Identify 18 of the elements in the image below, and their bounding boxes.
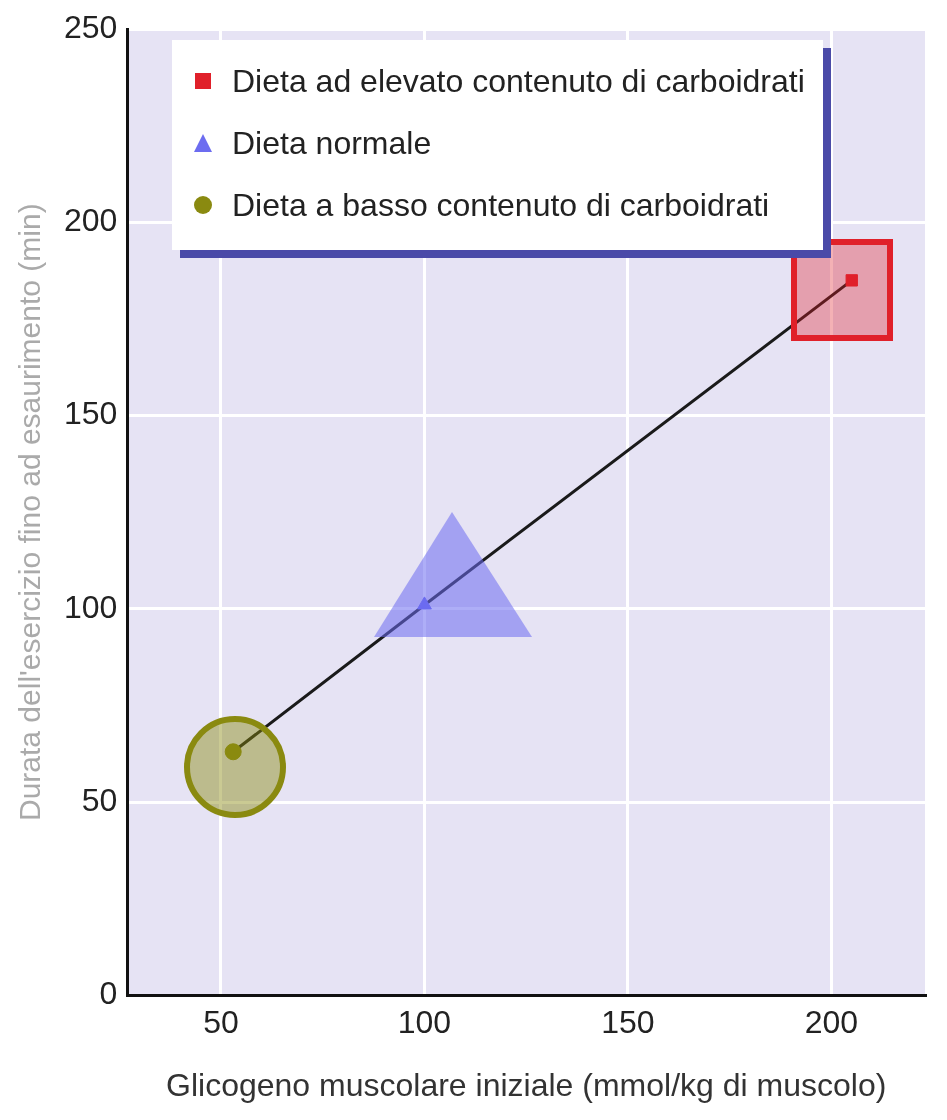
x-tick-label: 50 <box>203 1004 239 1041</box>
legend-label: Dieta a basso contenuto di carboidrati <box>232 186 770 224</box>
x-tick-label: 100 <box>397 1004 452 1041</box>
legend-label: Dieta ad elevato contenuto di carboidrati <box>232 62 805 100</box>
y-tick-label: 250 <box>64 9 118 46</box>
legend-label: Dieta normale <box>232 124 432 162</box>
y-axis-title: Durata dell'esercizio fino ad esaurimento (min) <box>13 203 47 822</box>
y-tick-label: 50 <box>81 781 118 818</box>
point <box>417 596 432 610</box>
x-axis-title: Glicogeno muscolare iniziale (mmol/kg di muscolo) <box>166 1066 887 1103</box>
y-tick-label: 150 <box>64 395 118 432</box>
point <box>845 274 858 287</box>
point <box>224 743 242 761</box>
y-tick-label: 200 <box>64 202 118 239</box>
x-tick-label: 150 <box>601 1004 655 1041</box>
y-tick-label: 0 <box>99 975 118 1012</box>
x-tick-label: 200 <box>804 1004 859 1041</box>
y-tick-label: 100 <box>64 588 118 625</box>
